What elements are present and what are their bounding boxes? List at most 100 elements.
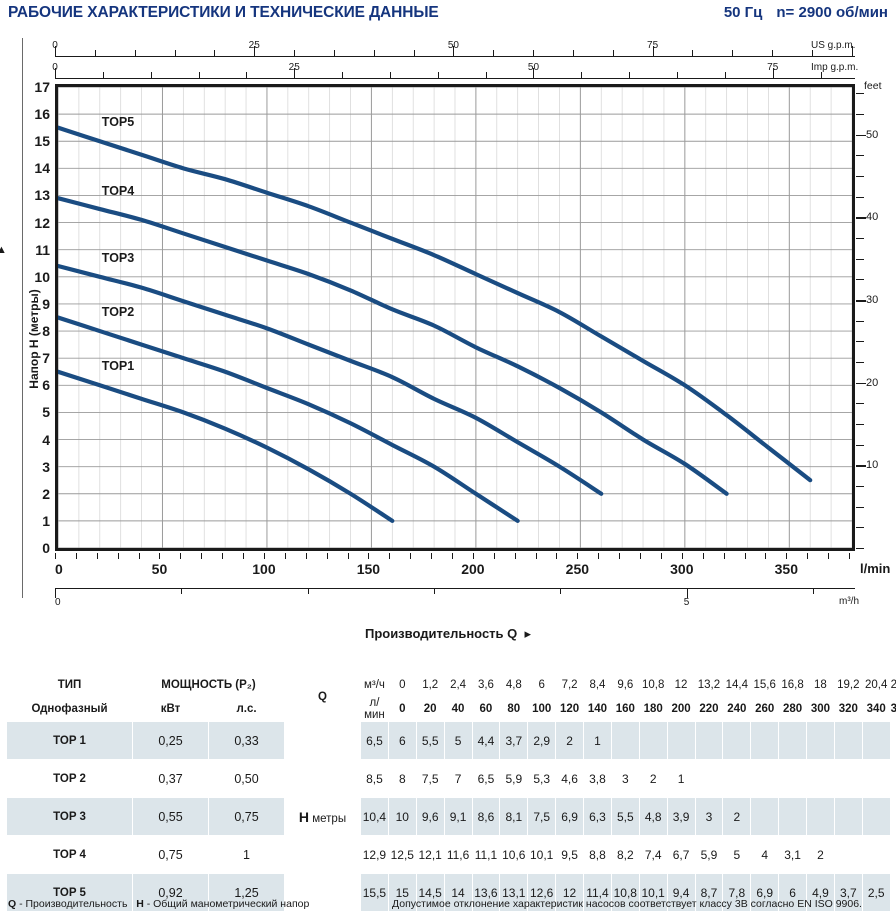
axis-tick [174,50,176,57]
cell-head-value: 10,4 [360,797,389,836]
header-flow-lmin-3: 60 [471,696,501,722]
x-axis-arrow-icon: ▸ [520,626,532,641]
cell-head-value: 9,1 [443,797,473,836]
feet-tick [856,134,866,137]
cell-head-value: 11,6 [443,835,473,874]
speed-value: n= 2900 об/мин [776,4,888,21]
cell-head-value [750,797,780,836]
axis-tick-label-0: 0 [52,62,58,73]
axis-tick [333,50,335,57]
header-flow-m3h-13: 15,6 [750,672,780,697]
cell-type-top3: TOP 3 [6,797,133,836]
axis-unit-imp-gpm: Imp g.p.m. [811,62,859,73]
header-flow-m3h-1: 1,2 [415,672,445,697]
axis-unit-lmin: l/min [860,561,891,576]
axis-lmin: l/min 0 50 100 150 200 250 300 350 [55,553,890,579]
cell-head-value [806,759,835,798]
y-tick-6: 6 [42,377,50,394]
feet-tick [856,93,864,95]
axis-tick [702,553,704,559]
axis-tick-label-0: 0 [52,40,58,51]
footer-note: Допустимое отклонение характеристик насо… [392,898,862,910]
axis-tick [55,588,56,598]
cell-head-value: 7 [443,759,473,798]
axis-line [55,78,855,79]
cell-head-value [833,835,863,874]
cell-head-value: 4,9 [806,873,835,912]
feet-tick [856,403,864,405]
table-row: TOP 5 0,92 1,25 15,5 15 14,5 14 13,6 13,1 12,6 12 1… [6,873,891,912]
feet-tick [856,176,864,178]
table-header-row-top: ТИП МОЩНОСТЬ (P₂) Q м³/ч 0 1,2 2,4 3,6 4,8 6 7… [6,672,896,722]
cell-power-kw: 0,37 [132,759,209,798]
header-flow-m3h-4: 4,8 [499,672,529,697]
header-flow-m3h-6: 7,2 [555,672,584,697]
header-flow-m3h-7: 8,4 [583,672,612,697]
cell-head-value: 8,8 [583,835,612,874]
header-q-unit-lmin: л/мин [360,696,389,722]
y-tick-1: 1 [42,512,50,529]
cell-head-value: 3 [610,759,640,798]
page-header: РАБОЧИЕ ХАРАКТЕРИСТИКИ И ТЕХНИЧЕСКИЕ ДАН… [0,0,896,32]
cell-head-value: 9,4 [666,873,696,912]
feet-tick [856,465,866,467]
feet-tick [856,196,864,198]
header-flow-m3h-5: 6 [527,672,557,697]
axis-tick [849,553,850,559]
cell-head-value [778,797,807,836]
feet-tick [856,362,864,364]
y-tick-0: 0 [42,540,50,556]
axis-tick [581,72,583,79]
m3h-tick-label-5: 5 [683,597,690,608]
axis-tick [138,553,140,559]
axis-tick [246,72,248,79]
curves-svg [58,87,852,548]
y-tick-16: 16 [34,106,50,123]
axis-tick [692,50,694,57]
axis-tick-label-50: 50 [527,62,540,73]
m3h-tick-label-0: 0 [55,597,61,608]
plot-area [55,84,855,551]
header-flow-m3h-8: 9,6 [610,672,640,697]
y-tick-12: 12 [34,214,50,231]
header-type-line1: ТИП [6,672,133,697]
header-flow-lmin-1: 20 [415,696,445,722]
axis-tick [493,50,495,57]
cell-head-value: 8,5 [360,759,389,798]
cell-head-value [694,759,724,798]
cell-head-value: 5,5 [415,721,445,760]
cell-head-value: 3,8 [583,759,612,798]
axis-tick [453,46,455,57]
axis-tick [612,50,614,57]
cell-head-value: 10,1 [638,873,668,912]
cell-head-value: 6,3 [583,797,612,836]
axis-tick [243,553,245,559]
axis-tick [326,553,328,559]
axis-tick [55,68,56,79]
footer-h-text: - Общий манометрический напор [146,898,310,910]
axis-tick [723,553,725,559]
cell-head-value: 6,9 [555,797,584,836]
header-flow-lmin-17: 340 [861,696,891,722]
axis-tick [150,72,152,79]
y-axis-arrow-icon: ▲ [0,244,7,256]
feet-tick [856,444,864,446]
axis-tick [181,588,183,594]
axis-tick-label-25: 25 [248,40,260,51]
y-tick-14: 14 [34,160,50,177]
cell-head-value: 9,5 [555,835,584,874]
cell-head-value: 4,4 [471,721,501,760]
axis-tick [413,50,415,57]
cell-head-value: 6,7 [666,835,696,874]
feet-tick [856,548,864,549]
header-flow-lmin-0: 0 [387,696,417,722]
cell-head-value [806,721,835,760]
table-row: TOP 2 0,37 0,50 8,5 8 7,5 7 6,5 5,9 5,3 4,6 3,8 3 2 1 [6,759,891,798]
axis-tick [75,553,77,559]
cell-head-value: 10 [387,797,417,836]
axis-tick [772,68,774,79]
header-flow-lmin-6: 120 [555,696,584,722]
cell-h-unit: H метры [284,721,361,912]
performance-chart: US g.p.m. 0 25 50 75 Imp g.p.m. 0 25 50 75 fee… [0,32,896,641]
cell-head-value: 6 [778,873,807,912]
